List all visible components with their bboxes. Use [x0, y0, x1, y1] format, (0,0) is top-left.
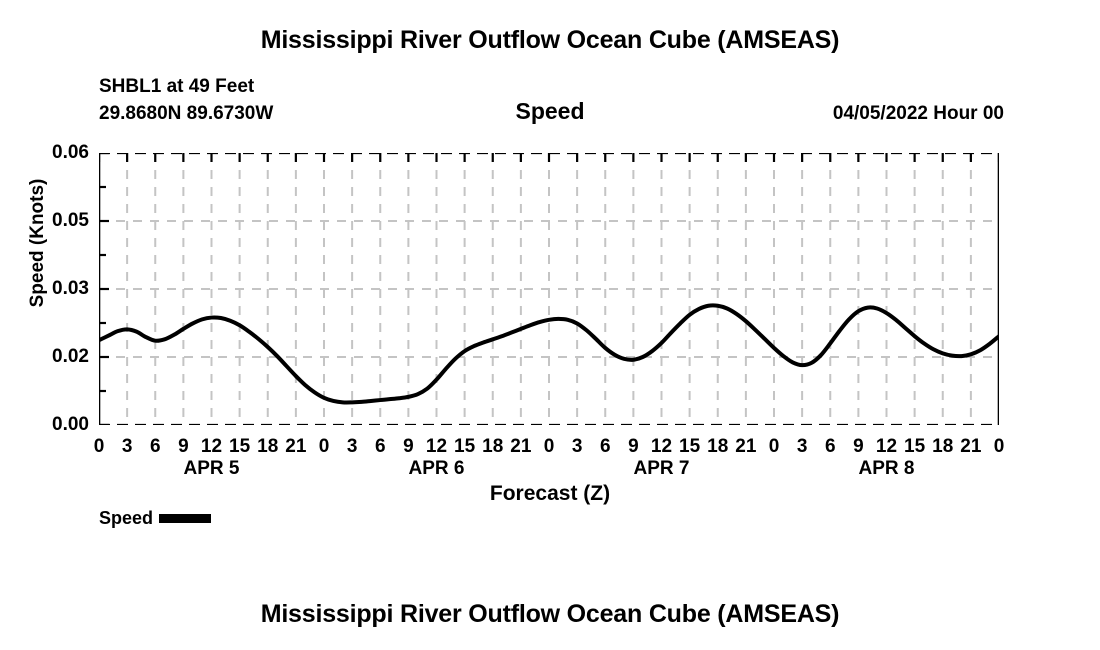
x-tick-label: 3 [571, 436, 583, 457]
x-tick-label: 0 [768, 436, 780, 457]
x-tick-label: 3 [346, 436, 358, 457]
x-tick-label: 12 [200, 436, 223, 457]
x-tick-label: 18 [482, 436, 504, 457]
day-label: APR 5 [183, 458, 240, 479]
y-tick-label: 0.02 [52, 346, 89, 367]
x-tick-label: 9 [403, 436, 414, 457]
x-tick-label: 21 [735, 436, 757, 457]
x-tick-label: 15 [679, 436, 701, 457]
forecast-datetime-label: 04/05/2022 Hour 00 [832, 103, 1004, 124]
x-tick-label: 18 [932, 436, 954, 457]
x-tick-label: 0 [318, 436, 330, 457]
variable-label: Speed [515, 98, 585, 124]
x-tick-label: 18 [257, 436, 279, 457]
x-tick-label: 21 [285, 436, 307, 457]
legend: Speed [99, 508, 212, 529]
x-tick-label: 12 [650, 436, 673, 457]
x-tick-label: 18 [707, 436, 729, 457]
page-title-bottom: Mississippi River Outflow Ocean Cube (AM… [260, 600, 840, 628]
coordinates-label: 29.8680N 89.6730W [99, 103, 274, 124]
x-tick-label: 0 [543, 436, 555, 457]
x-tick-label: 21 [510, 436, 532, 457]
day-label: APR 8 [858, 458, 915, 479]
page-title-top: Mississippi River Outflow Ocean Cube (AM… [260, 26, 840, 54]
x-tick-label: 0 [93, 436, 105, 457]
x-tick-label: 15 [904, 436, 926, 457]
x-tick-label: 12 [425, 436, 448, 457]
horizontal-gridlines [99, 220, 999, 358]
x-tick-label: 6 [374, 436, 386, 457]
x-tick-label: 15 [229, 436, 251, 457]
legend-label-speed: Speed [99, 508, 154, 528]
legend-swatch-speed [159, 514, 212, 523]
y-tick-label: 0.00 [52, 414, 89, 435]
axis-tick-marks [99, 153, 999, 425]
station-label: SHBL1 at 49 Feet [99, 76, 255, 97]
day-label: APR 6 [408, 458, 465, 479]
x-tick-label: 6 [149, 436, 161, 457]
plot-area [99, 153, 999, 425]
x-tick-label: 12 [875, 436, 898, 457]
x-tick-label: 6 [599, 436, 611, 457]
x-tick-label: 9 [628, 436, 639, 457]
x-axis-title: Forecast (Z) [489, 482, 611, 505]
x-tick-label: 9 [853, 436, 864, 457]
y-tick-label: 0.03 [52, 278, 89, 299]
x-tick-label: 3 [796, 436, 808, 457]
x-tick-label: 3 [121, 436, 133, 457]
speed-series-line [99, 303, 999, 405]
x-tick-label: 0 [993, 436, 1005, 457]
x-tick-label: 21 [960, 436, 982, 457]
x-tick-label: 9 [178, 436, 189, 457]
x-tick-label: 6 [824, 436, 836, 457]
chart-svg [99, 153, 999, 425]
y-tick-label: 0.05 [52, 210, 89, 231]
y-tick-label: 0.06 [52, 142, 89, 163]
x-tick-label: 15 [454, 436, 476, 457]
day-label: APR 7 [633, 458, 690, 479]
